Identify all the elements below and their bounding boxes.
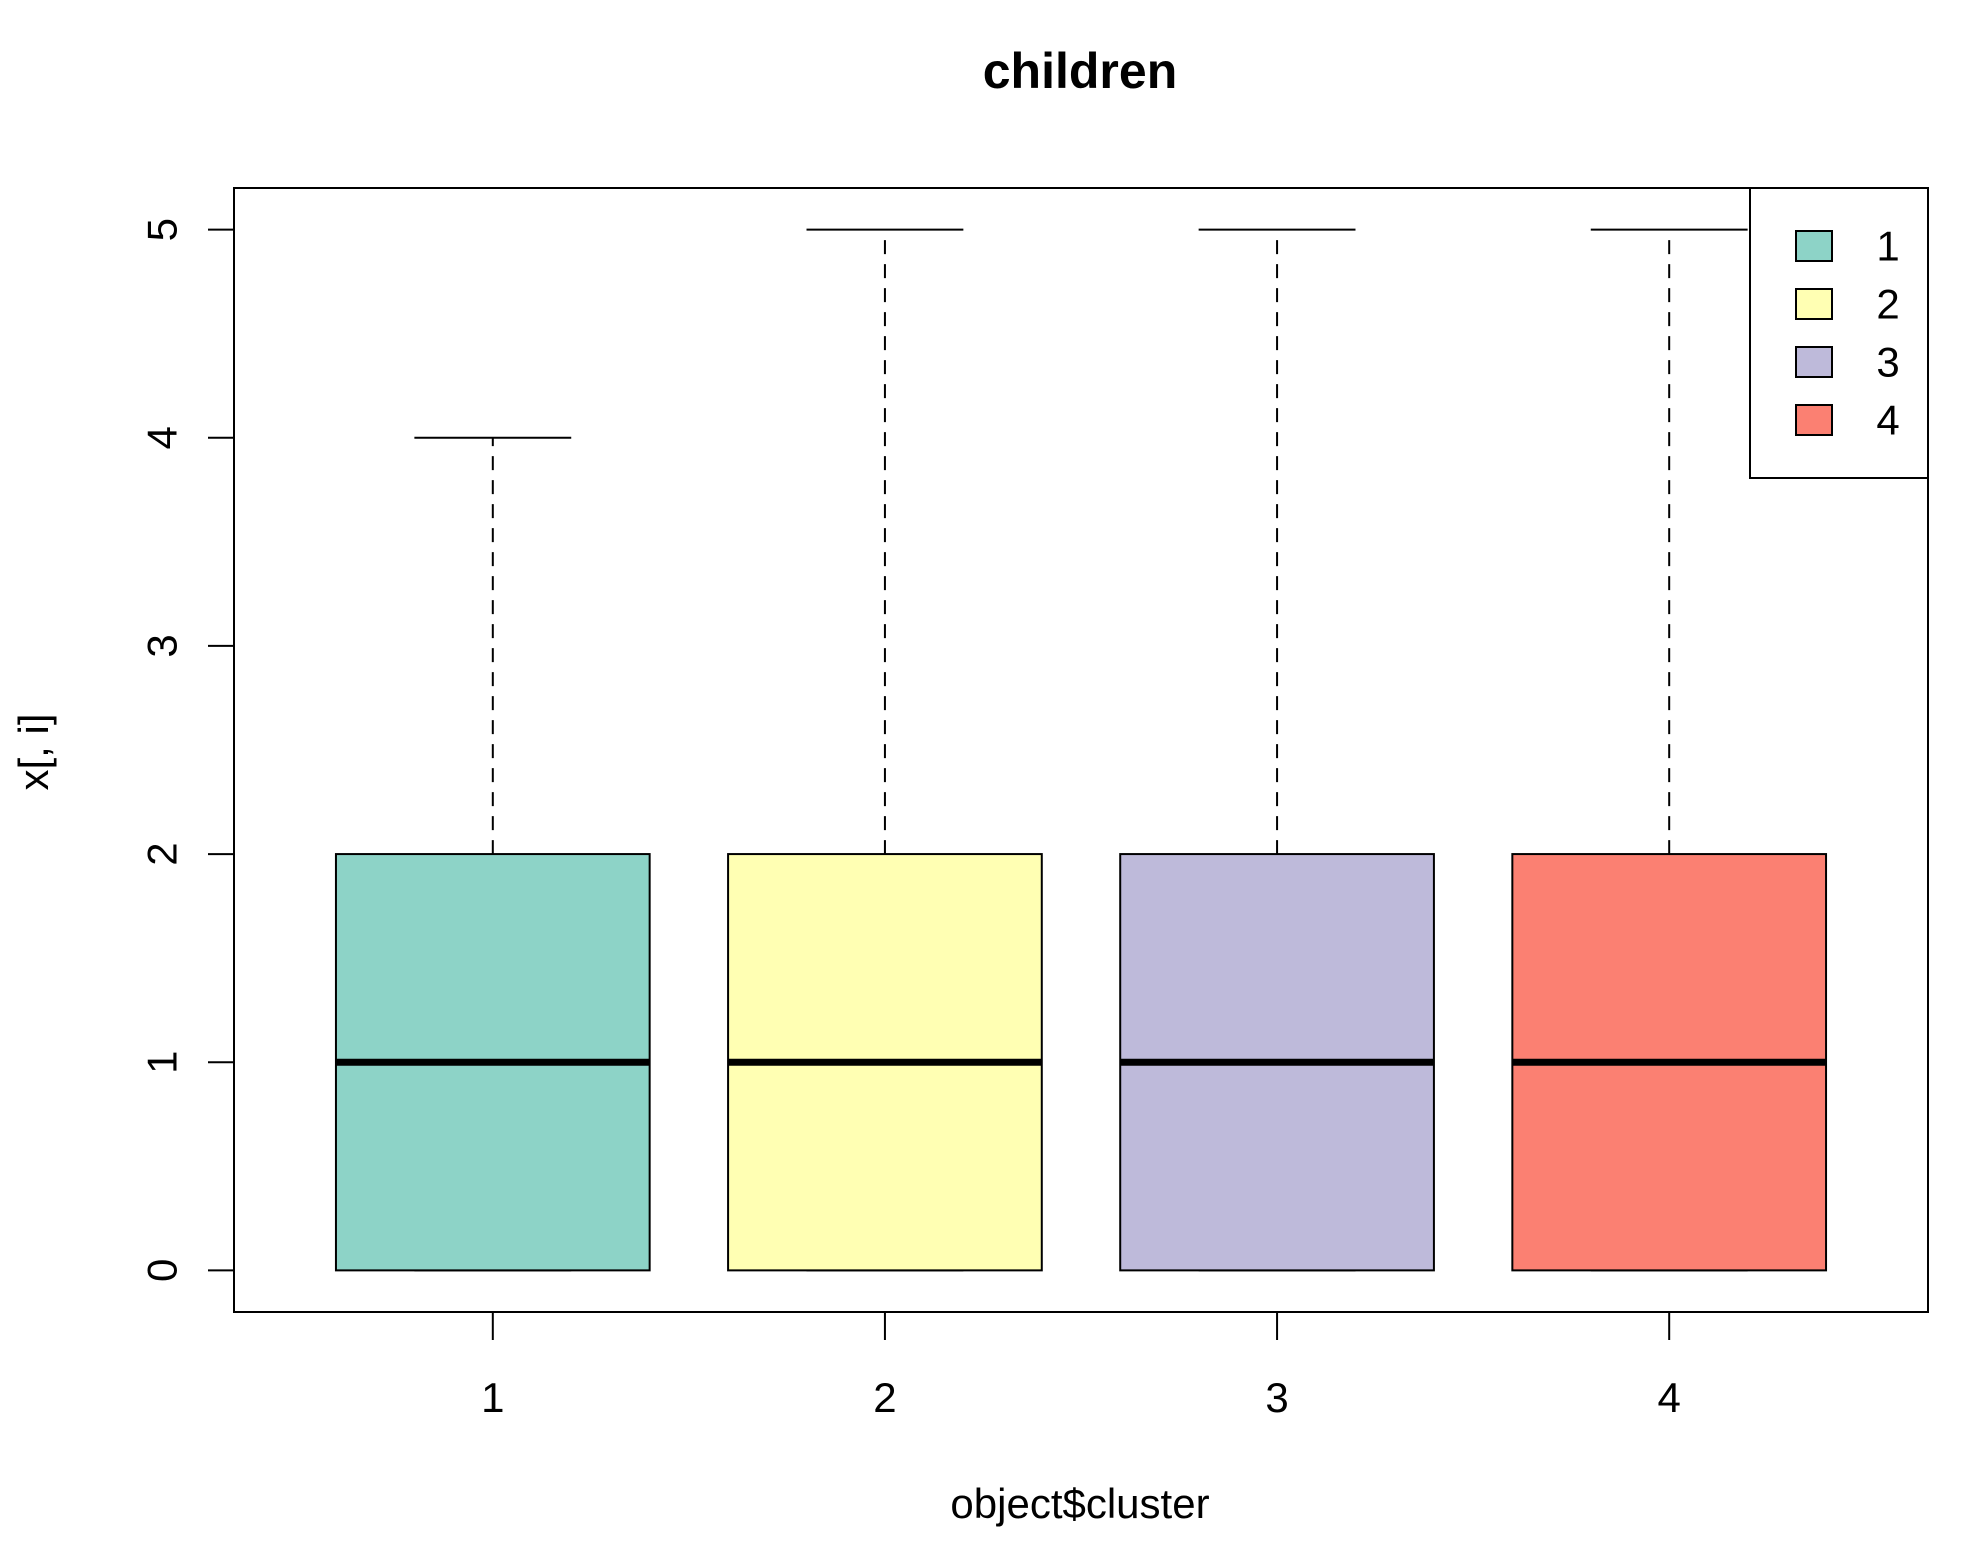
- x-tick-label: 3: [1265, 1374, 1288, 1421]
- y-tick-label: 0: [139, 1259, 186, 1282]
- chart-title: children: [983, 43, 1177, 99]
- box-cluster-4: [1511, 228, 1828, 1272]
- x-axis: 1 2 3 4: [481, 1311, 1681, 1421]
- y-tick-label: 4: [139, 426, 186, 449]
- y-axis-label: x[, i]: [10, 713, 57, 790]
- y-axis: 0 1 2 3 4 5: [139, 218, 235, 1282]
- legend-swatch: [1795, 230, 1833, 262]
- box-cluster-2: [727, 228, 1043, 1272]
- box-cluster-1: [334, 436, 651, 1272]
- y-tick-label: 3: [139, 634, 186, 657]
- y-tick-label: 1: [139, 1051, 186, 1074]
- y-tick-label: 2: [139, 842, 186, 865]
- y-tick-label: 5: [139, 218, 186, 241]
- x-tick-label: 4: [1658, 1374, 1681, 1421]
- legend-label: 3: [1876, 339, 1899, 386]
- x-tick-label: 1: [481, 1374, 504, 1421]
- x-tick-label: 2: [873, 1374, 896, 1421]
- legend-swatch: [1795, 346, 1833, 378]
- legend-label: 2: [1876, 281, 1899, 328]
- legend-label: 4: [1876, 397, 1899, 444]
- legend-swatch: [1795, 288, 1833, 320]
- legend-label: 1: [1876, 223, 1899, 270]
- legend-swatch: [1795, 404, 1833, 436]
- boxes: [334, 228, 1828, 1272]
- box-cluster-3: [1119, 228, 1435, 1272]
- legend: 1 2 3 4: [1749, 187, 1929, 479]
- legend-box: [1749, 187, 1929, 479]
- x-axis-label: object$cluster: [950, 1480, 1209, 1527]
